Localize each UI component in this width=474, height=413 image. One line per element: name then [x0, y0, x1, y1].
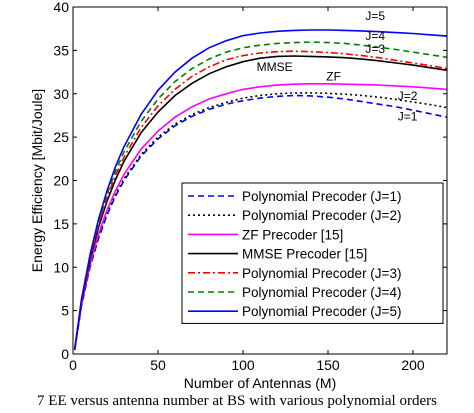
y-tick-label: 10 — [53, 259, 69, 275]
series-line-3 — [73, 83, 448, 350]
legend-label: Polynomial Precoder (J=3) — [242, 266, 401, 281]
y-tick-label: 25 — [53, 129, 69, 145]
series-lines — [73, 29, 448, 350]
x-axis-label: Number of Antennas (M) — [184, 375, 337, 391]
series-line-1 — [73, 94, 448, 350]
x-tick-label: 200 — [401, 357, 425, 373]
legend-label: Polynomial Precoder (J=4) — [242, 285, 401, 300]
x-tick-label: 100 — [231, 357, 255, 373]
curve-annotation: J=5 — [365, 9, 385, 23]
y-tick-label: 20 — [53, 173, 69, 189]
curve-annotation: J=2 — [398, 89, 418, 103]
series-line-6 — [73, 41, 448, 350]
curve-annotations: J=5 J=4J=3 MMSE ZF J=2 J=1 — [257, 9, 418, 124]
chart: 0 50 100 150 200 0 5 10 15 20 25 30 35 40 J=5 J=4J=3 MM… — [29, 0, 448, 391]
y-tick-label: 35 — [53, 42, 69, 58]
x-tick-label: 50 — [150, 357, 166, 373]
figure-caption: 7 EE versus antenna number at BS with va… — [37, 393, 437, 409]
curve-annotation: J=4 — [365, 29, 385, 43]
series-line-2 — [73, 92, 448, 350]
y-tick-label: 5 — [61, 303, 69, 319]
x-tick-label: 150 — [316, 357, 340, 373]
y-tick-label: 0 — [61, 346, 69, 362]
y-tick-label: 15 — [53, 216, 69, 232]
legend-label: Polynomial Precoder (J=5) — [242, 304, 401, 319]
legend-label: Polynomial Precoder (J=1) — [242, 189, 401, 204]
curve-annotation: ZF — [326, 70, 341, 84]
legend-label: Polynomial Precoder (J=2) — [242, 208, 401, 223]
x-tick-label: 0 — [69, 357, 77, 373]
axis-ticks: 0 50 100 150 200 0 5 10 15 20 25 30 35 40 — [53, 0, 447, 373]
y-axis-label: Energy Efficiency [Mbit/Joule] — [29, 89, 45, 272]
y-tick-label: 40 — [53, 0, 69, 15]
legend: Polynomial Precoder (J=1) Polynomial Prec… — [181, 182, 444, 324]
curve-annotation: J=3 — [365, 42, 385, 56]
series-line-7 — [73, 29, 448, 350]
series-line-4 — [73, 55, 448, 350]
legend-label: ZF Precoder [15] — [242, 227, 343, 242]
plot-frame — [72, 6, 448, 355]
legend-label: MMSE Precoder [15] — [242, 247, 367, 262]
curve-annotation: MMSE — [257, 60, 293, 74]
curve-annotation: J=1 — [398, 110, 418, 124]
series-line-5 — [73, 50, 448, 350]
y-tick-label: 30 — [53, 86, 69, 102]
